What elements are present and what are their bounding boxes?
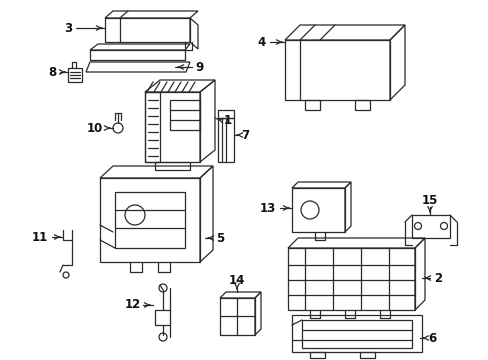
Text: 2: 2: [433, 271, 441, 284]
Text: 1: 1: [224, 113, 232, 126]
Text: 13: 13: [259, 202, 276, 215]
Text: 10: 10: [87, 122, 103, 135]
Text: 4: 4: [257, 36, 265, 49]
Text: 11: 11: [32, 230, 48, 243]
Text: 15: 15: [421, 194, 437, 207]
Text: 5: 5: [215, 231, 224, 244]
Text: 8: 8: [48, 66, 56, 78]
Text: 12: 12: [124, 298, 141, 311]
Text: 3: 3: [64, 22, 72, 35]
Text: 6: 6: [427, 332, 435, 345]
Text: 7: 7: [241, 129, 248, 141]
Text: 14: 14: [228, 274, 244, 287]
Text: 9: 9: [196, 60, 203, 73]
